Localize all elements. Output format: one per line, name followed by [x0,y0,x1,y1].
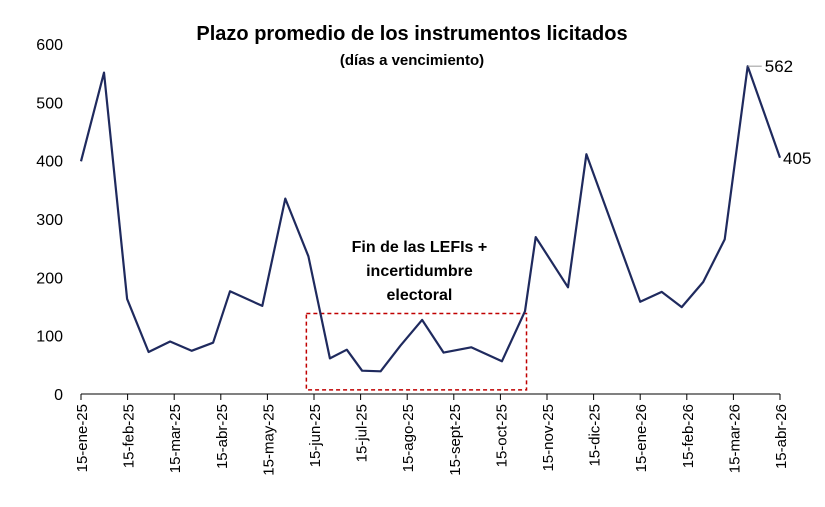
chart-subtitle: (días a vencimiento) [340,52,484,69]
x-tick-label: 15-abr-25 [214,404,231,469]
annotation-box [305,312,528,391]
y-tick-label: 300 [36,212,63,229]
y-tick-label: 100 [36,329,63,346]
x-tick-label: 15-abr-26 [773,404,790,469]
x-tick-label: 15-ene-26 [633,404,650,472]
x-tick-label: 15-mar-25 [167,404,184,473]
peak-value-label: 562 [765,57,793,76]
x-tick-label: 15-sept-25 [447,404,464,476]
y-tick-label: 400 [36,154,63,171]
x-tick-label: 15-oct-25 [493,404,510,467]
last-value-label: 405 [783,149,811,168]
annotation-group: Fin de las LEFIs + incertidumbre electoral [305,239,528,391]
x-tick-label: 15-nov-25 [540,404,557,472]
annotation-text-line: incertidumbre [366,263,473,280]
x-tick-label: 15-ago-25 [400,404,417,472]
end-labels: 562 405 [747,57,811,168]
x-tick-label: 15-feb-26 [680,404,697,468]
x-tick-label: 15-ene-25 [74,404,91,472]
x-tick-label: 15-may-25 [260,404,277,476]
x-tick-label: 15-dic-25 [587,404,604,467]
y-tick-label: 600 [36,37,63,54]
x-tick-label: 15-jun-25 [307,404,324,467]
x-tick-label: 15-mar-26 [726,404,743,473]
x-axis: 15-ene-25 15-feb-25 15-mar-25 15-abr-25 15-m… [74,393,790,476]
series-group [79,65,782,373]
x-tick-label: 15-jul-25 [354,404,371,462]
series-line [79,65,782,373]
y-tick-label: 500 [36,95,63,112]
y-tick-label: 200 [36,270,63,287]
annotation-text-line: Fin de las LEFIs + [352,239,488,256]
x-tick-label: 15-feb-25 [121,404,138,468]
y-tick-label: 0 [54,387,63,404]
chart-title: Plazo promedio de los instrumentos licit… [196,23,627,45]
annotation-text-line: electoral [387,287,453,304]
y-axis: 0 100 200 300 400 500 600 [36,37,63,404]
